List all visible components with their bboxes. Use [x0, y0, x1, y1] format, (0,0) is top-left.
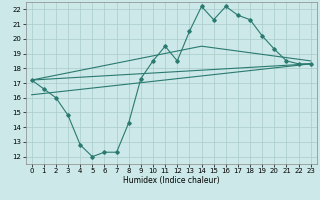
X-axis label: Humidex (Indice chaleur): Humidex (Indice chaleur) — [123, 176, 220, 185]
